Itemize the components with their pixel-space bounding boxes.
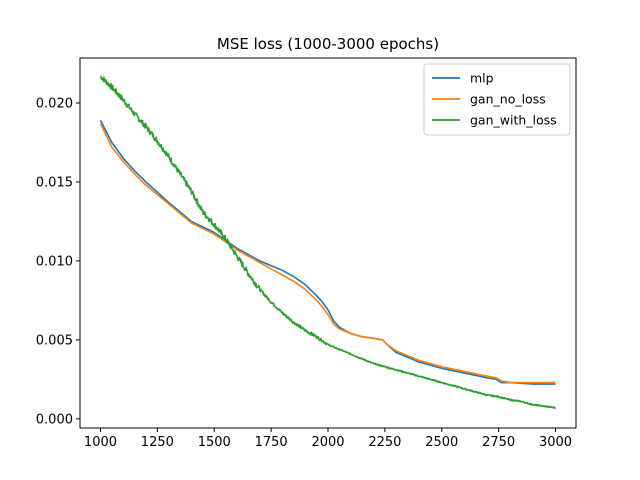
y-tick-label: 0.005 xyxy=(36,333,73,348)
legend: mlp gan_no_loss gan_with_loss xyxy=(423,63,571,136)
y-axis: 0.000 0.005 0.010 0.015 0.020 xyxy=(36,97,80,427)
x-tick-label: 1250 xyxy=(141,435,174,450)
y-tick-label: 0.015 xyxy=(36,175,73,190)
series-line-mlp xyxy=(99,120,556,385)
legend-label: mlp xyxy=(470,71,494,86)
x-tick-label: 2000 xyxy=(311,435,344,450)
x-tick-label: 1750 xyxy=(255,435,288,450)
x-tick-label: 2250 xyxy=(368,435,401,450)
plot-area xyxy=(99,75,556,409)
y-tick-label: 0.020 xyxy=(36,97,73,112)
y-tick-label: 0.010 xyxy=(36,254,73,269)
legend-label: gan_with_loss xyxy=(470,113,557,128)
x-tick-label: 1000 xyxy=(84,435,117,450)
series-line-gan-with-loss xyxy=(100,75,556,409)
axes-frame xyxy=(79,57,577,429)
y-tick-label: 0.000 xyxy=(36,412,73,427)
legend-label: gan_no_loss xyxy=(470,92,546,107)
x-tick-label: 2750 xyxy=(482,435,515,450)
legend-box xyxy=(423,63,571,136)
series-line-gan-no-loss xyxy=(99,123,556,384)
x-tick-label: 1500 xyxy=(198,435,231,450)
x-tick-label: 2500 xyxy=(425,435,458,450)
x-axis: 1000 1250 1500 1750 2000 2250 2500 2750 3000 xyxy=(84,428,572,450)
chart-title: MSE loss (1000-3000 epochs) xyxy=(217,35,439,53)
x-tick-label: 3000 xyxy=(539,435,572,450)
